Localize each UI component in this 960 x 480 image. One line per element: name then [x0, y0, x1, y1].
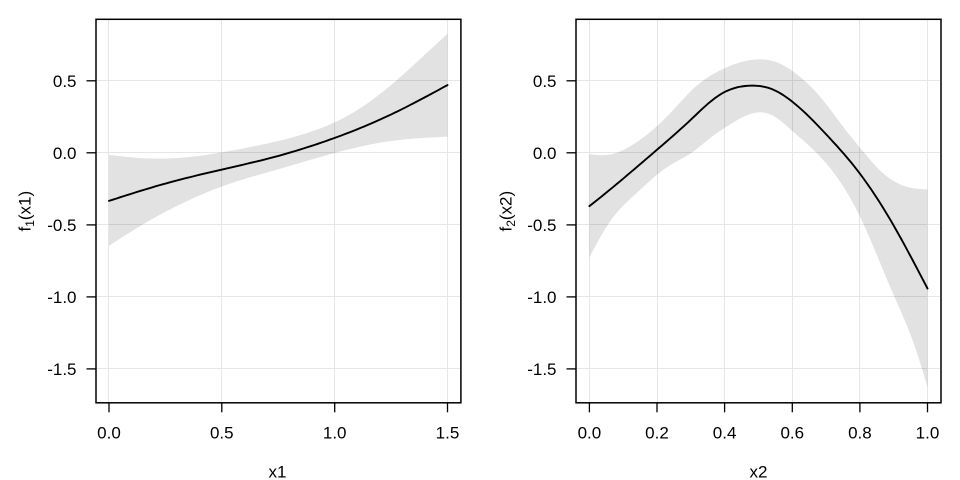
- svg-text:0.0: 0.0: [53, 144, 77, 163]
- svg-text:1.5: 1.5: [436, 423, 460, 442]
- svg-text:-0.5: -0.5: [527, 216, 556, 235]
- svg-text:1.0: 1.0: [916, 423, 940, 442]
- svg-text:-1.5: -1.5: [47, 360, 76, 379]
- svg-text:x2: x2: [750, 463, 768, 480]
- svg-text:0.2: 0.2: [645, 423, 669, 442]
- svg-text:0.0: 0.0: [97, 423, 121, 442]
- svg-text:0.0: 0.0: [578, 423, 602, 442]
- svg-text:-1.0: -1.0: [527, 288, 556, 307]
- svg-text:-0.5: -0.5: [47, 216, 76, 235]
- svg-text:0.6: 0.6: [780, 423, 804, 442]
- svg-text:1.0: 1.0: [323, 423, 347, 442]
- svg-text:0.5: 0.5: [53, 72, 77, 91]
- svg-text:-1.0: -1.0: [47, 288, 76, 307]
- svg-text:0.8: 0.8: [848, 423, 872, 442]
- svg-text:-1.5: -1.5: [527, 360, 556, 379]
- svg-text:0.5: 0.5: [210, 423, 234, 442]
- svg-text:0.5: 0.5: [533, 72, 557, 91]
- svg-text:0.0: 0.0: [533, 144, 557, 163]
- svg-text:x1: x1: [269, 463, 287, 480]
- svg-text:0.4: 0.4: [713, 423, 737, 442]
